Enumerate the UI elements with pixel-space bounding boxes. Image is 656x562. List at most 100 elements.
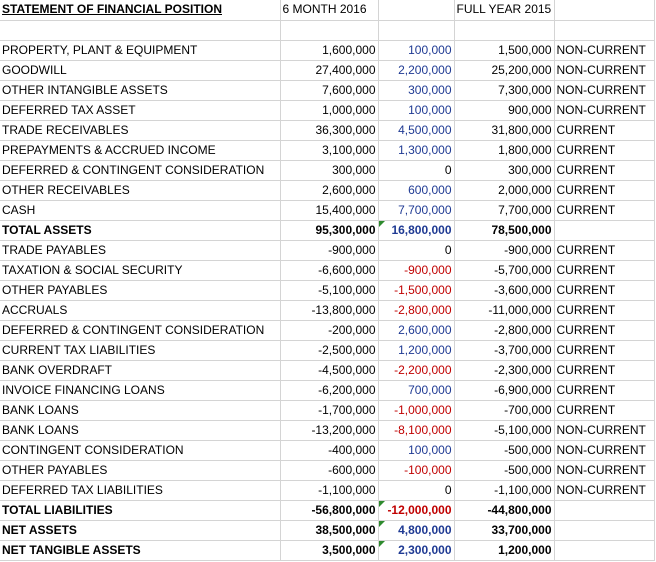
line-item-label-cell[interactable]: TOTAL ASSETS bbox=[0, 220, 281, 241]
change-value-cell[interactable]: 700,000 bbox=[378, 380, 455, 401]
current-period-value-cell[interactable]: 27,400,000 bbox=[280, 60, 379, 81]
classification-cell[interactable] bbox=[554, 500, 655, 521]
change-value-cell[interactable]: -900,000 bbox=[378, 260, 455, 281]
line-item-label-cell[interactable]: TOTAL LIABILITIES bbox=[0, 500, 281, 521]
classification-cell[interactable]: NON-CURRENT bbox=[554, 480, 655, 501]
classification-cell[interactable]: CURRENT bbox=[554, 380, 655, 401]
prior-period-value-cell[interactable]: 25,200,000 bbox=[454, 60, 555, 81]
line-item-label-cell[interactable]: BANK LOANS bbox=[0, 400, 281, 421]
prior-period-value-cell[interactable]: -3,600,000 bbox=[454, 280, 555, 301]
prior-period-value-cell[interactable]: 33,700,000 bbox=[454, 520, 555, 541]
current-period-value-cell[interactable]: 38,500,000 bbox=[280, 520, 379, 541]
line-item-label-cell[interactable]: OTHER RECEIVABLES bbox=[0, 180, 281, 201]
line-item-label-cell[interactable]: BANK OVERDRAFT bbox=[0, 360, 281, 381]
current-period-value-cell[interactable]: 95,300,000 bbox=[280, 220, 379, 241]
empty-cell[interactable] bbox=[280, 20, 379, 41]
current-period-value-cell[interactable]: -13,200,000 bbox=[280, 420, 379, 441]
change-value-cell[interactable]: -100,000 bbox=[378, 460, 455, 481]
change-value-cell[interactable]: 0 bbox=[378, 160, 455, 181]
change-value-cell[interactable]: 600,000 bbox=[378, 180, 455, 201]
current-period-value-cell[interactable]: 300,000 bbox=[280, 160, 379, 181]
current-period-value-cell[interactable]: -6,600,000 bbox=[280, 260, 379, 281]
change-value-cell[interactable]: -2,800,000 bbox=[378, 300, 455, 321]
change-value-cell[interactable]: 300,000 bbox=[378, 80, 455, 101]
prior-period-value-cell[interactable]: 7,700,000 bbox=[454, 200, 555, 221]
line-item-label-cell[interactable]: TAXATION & SOCIAL SECURITY bbox=[0, 260, 281, 281]
line-item-label-cell[interactable]: BANK LOANS bbox=[0, 420, 281, 441]
change-value-cell[interactable]: -1,500,000 bbox=[378, 280, 455, 301]
prior-period-value-cell[interactable]: 2,000,000 bbox=[454, 180, 555, 201]
change-header-cell[interactable] bbox=[378, 0, 455, 21]
line-item-label-cell[interactable]: INVOICE FINANCING LOANS bbox=[0, 380, 281, 401]
empty-cell[interactable] bbox=[0, 20, 281, 41]
line-item-label-cell[interactable]: NET ASSETS bbox=[0, 520, 281, 541]
current-period-value-cell[interactable]: 15,400,000 bbox=[280, 200, 379, 221]
change-value-cell[interactable]: -1,000,000 bbox=[378, 400, 455, 421]
current-period-value-cell[interactable]: -6,200,000 bbox=[280, 380, 379, 401]
classification-cell[interactable]: CURRENT bbox=[554, 300, 655, 321]
classification-header-cell[interactable] bbox=[554, 0, 655, 21]
prior-period-value-cell[interactable]: 1,800,000 bbox=[454, 140, 555, 161]
line-item-label-cell[interactable]: OTHER INTANGIBLE ASSETS bbox=[0, 80, 281, 101]
period-current-header-cell[interactable]: 6 MONTH 2016 bbox=[280, 0, 379, 21]
prior-period-value-cell[interactable]: 1,500,000 bbox=[454, 40, 555, 61]
current-period-value-cell[interactable]: 36,300,000 bbox=[280, 120, 379, 141]
classification-cell[interactable]: NON-CURRENT bbox=[554, 100, 655, 121]
classification-cell[interactable]: NON-CURRENT bbox=[554, 60, 655, 81]
change-value-cell[interactable]: 2,200,000 bbox=[378, 60, 455, 81]
empty-cell[interactable] bbox=[554, 20, 655, 41]
prior-period-value-cell[interactable]: -3,700,000 bbox=[454, 340, 555, 361]
classification-cell[interactable]: NON-CURRENT bbox=[554, 440, 655, 461]
classification-cell[interactable]: CURRENT bbox=[554, 240, 655, 261]
current-period-value-cell[interactable]: -400,000 bbox=[280, 440, 379, 461]
line-item-label-cell[interactable]: DEFERRED TAX ASSET bbox=[0, 100, 281, 121]
classification-cell[interactable]: CURRENT bbox=[554, 320, 655, 341]
change-value-cell[interactable]: 4,500,000 bbox=[378, 120, 455, 141]
empty-cell[interactable] bbox=[454, 20, 555, 41]
current-period-value-cell[interactable]: 3,100,000 bbox=[280, 140, 379, 161]
change-value-cell[interactable]: 7,700,000 bbox=[378, 200, 455, 221]
change-value-cell[interactable]: 2,600,000 bbox=[378, 320, 455, 341]
prior-period-value-cell[interactable]: 78,500,000 bbox=[454, 220, 555, 241]
line-item-label-cell[interactable]: TRADE PAYABLES bbox=[0, 240, 281, 261]
current-period-value-cell[interactable]: -600,000 bbox=[280, 460, 379, 481]
prior-period-value-cell[interactable]: -2,300,000 bbox=[454, 360, 555, 381]
prior-period-value-cell[interactable]: -6,900,000 bbox=[454, 380, 555, 401]
current-period-value-cell[interactable]: -2,500,000 bbox=[280, 340, 379, 361]
prior-period-value-cell[interactable]: -2,800,000 bbox=[454, 320, 555, 341]
classification-cell[interactable]: CURRENT bbox=[554, 200, 655, 221]
current-period-value-cell[interactable]: 7,600,000 bbox=[280, 80, 379, 101]
prior-period-value-cell[interactable]: -900,000 bbox=[454, 240, 555, 261]
classification-cell[interactable]: CURRENT bbox=[554, 120, 655, 141]
change-value-cell[interactable]: 100,000 bbox=[378, 440, 455, 461]
line-item-label-cell[interactable]: DEFERRED TAX LIABILITIES bbox=[0, 480, 281, 501]
current-period-value-cell[interactable]: 2,600,000 bbox=[280, 180, 379, 201]
current-period-value-cell[interactable]: 3,500,000 bbox=[280, 540, 379, 561]
period-prior-header-cell[interactable]: FULL YEAR 2015 bbox=[454, 0, 555, 21]
classification-cell[interactable]: NON-CURRENT bbox=[554, 80, 655, 101]
prior-period-value-cell[interactable]: -500,000 bbox=[454, 440, 555, 461]
change-value-cell[interactable]: -8,100,000 bbox=[378, 420, 455, 441]
current-period-value-cell[interactable]: -900,000 bbox=[280, 240, 379, 261]
line-item-label-cell[interactable]: ACCRUALS bbox=[0, 300, 281, 321]
current-period-value-cell[interactable]: -1,700,000 bbox=[280, 400, 379, 421]
change-value-cell[interactable]: 0 bbox=[378, 480, 455, 501]
change-value-cell[interactable]: 4,800,000 bbox=[378, 520, 455, 541]
current-period-value-cell[interactable]: -13,800,000 bbox=[280, 300, 379, 321]
current-period-value-cell[interactable]: -1,100,000 bbox=[280, 480, 379, 501]
classification-cell[interactable] bbox=[554, 540, 655, 561]
change-value-cell[interactable]: -12,000,000 bbox=[378, 500, 455, 521]
prior-period-value-cell[interactable]: -44,800,000 bbox=[454, 500, 555, 521]
prior-period-value-cell[interactable]: 900,000 bbox=[454, 100, 555, 121]
change-value-cell[interactable]: 1,200,000 bbox=[378, 340, 455, 361]
line-item-label-cell[interactable]: CASH bbox=[0, 200, 281, 221]
line-item-label-cell[interactable]: GOODWILL bbox=[0, 60, 281, 81]
current-period-value-cell[interactable]: 1,600,000 bbox=[280, 40, 379, 61]
current-period-value-cell[interactable]: -200,000 bbox=[280, 320, 379, 341]
prior-period-value-cell[interactable]: 7,300,000 bbox=[454, 80, 555, 101]
line-item-label-cell[interactable]: CURRENT TAX LIABILITIES bbox=[0, 340, 281, 361]
change-value-cell[interactable]: 2,300,000 bbox=[378, 540, 455, 561]
change-value-cell[interactable]: 0 bbox=[378, 240, 455, 261]
classification-cell[interactable] bbox=[554, 220, 655, 241]
current-period-value-cell[interactable]: -5,100,000 bbox=[280, 280, 379, 301]
